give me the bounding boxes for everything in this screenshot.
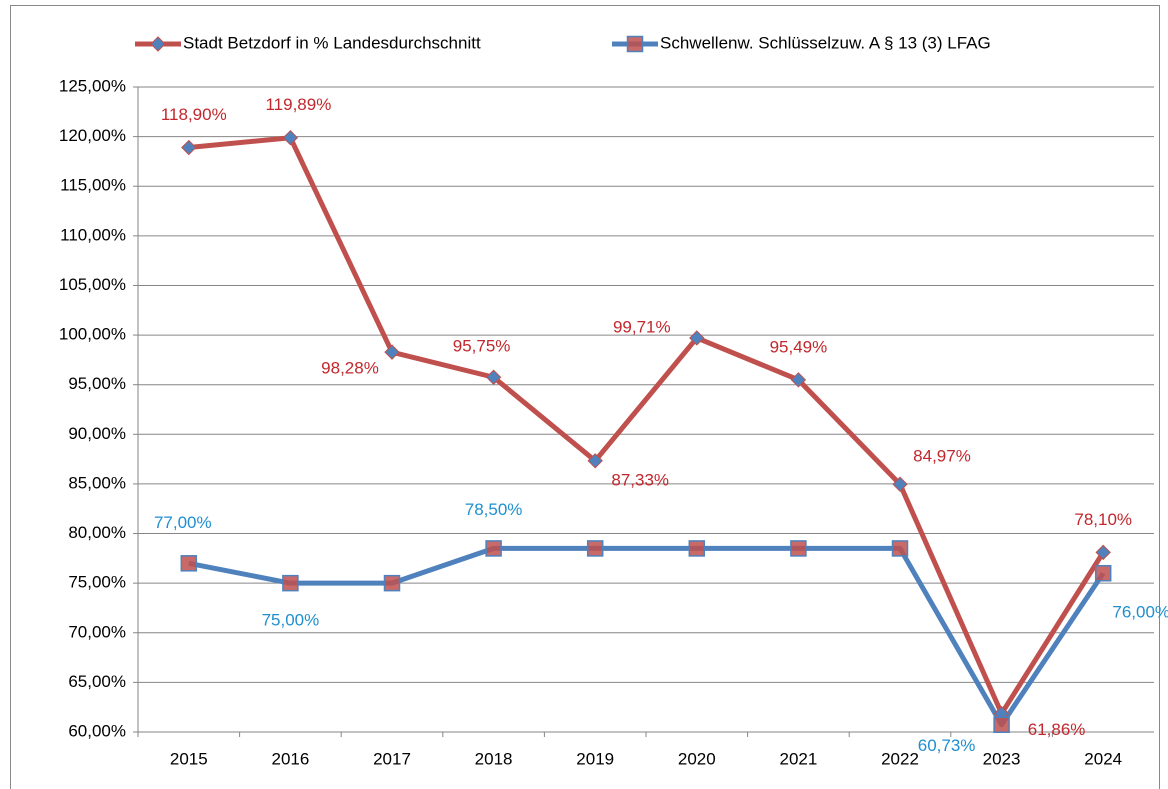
y-tick-label: 105,00% xyxy=(59,275,126,294)
y-tick-label: 70,00% xyxy=(68,622,126,641)
x-tick-label: 2021 xyxy=(779,749,817,768)
point-marker xyxy=(181,139,197,156)
data-label: 98,28% xyxy=(321,359,379,378)
y-tick-label: 100,00% xyxy=(59,325,126,344)
data-label: 61,86% xyxy=(1028,720,1086,739)
x-tick-label: 2018 xyxy=(475,749,513,768)
x-tick-label: 2024 xyxy=(1084,749,1122,768)
data-label: 76,00% xyxy=(1112,603,1168,622)
point-marker xyxy=(689,330,705,346)
data-label: 95,75% xyxy=(453,337,511,356)
data-label: 119,89% xyxy=(265,95,331,114)
point-marker xyxy=(383,574,401,592)
point-marker xyxy=(626,35,644,53)
data-label: 75,00% xyxy=(262,611,320,630)
data-label: 99,71% xyxy=(613,317,671,336)
x-tick-label: 2019 xyxy=(576,749,614,768)
point-marker xyxy=(282,574,299,592)
x-tick-label: 2023 xyxy=(983,749,1021,768)
data-label: 77,00% xyxy=(154,513,212,532)
data-label: 87,33% xyxy=(611,470,669,489)
x-tick-label: 2015 xyxy=(170,749,208,768)
y-tick-label: 95,00% xyxy=(68,374,126,393)
y-tick-label: 60,00% xyxy=(68,721,126,740)
point-marker xyxy=(790,372,807,388)
point-marker xyxy=(892,476,908,492)
point-marker xyxy=(282,129,299,146)
y-tick-label: 75,00% xyxy=(68,573,126,592)
point-marker xyxy=(384,344,400,360)
y-tick-label: 110,00% xyxy=(60,225,126,244)
x-tick-label: 2017 xyxy=(373,749,411,768)
point-marker xyxy=(993,716,1010,734)
point-marker xyxy=(586,540,604,557)
data-label: 84,97% xyxy=(913,447,971,466)
chart-frame xyxy=(10,5,1160,789)
y-tick-label: 90,00% xyxy=(68,424,126,443)
y-tick-label: 125,00% xyxy=(59,76,126,95)
data-label: 95,49% xyxy=(770,337,828,356)
point-marker xyxy=(688,540,706,557)
y-tick-label: 115,00% xyxy=(60,176,126,195)
y-tick-label: 120,00% xyxy=(59,126,126,145)
x-tick-label: 2016 xyxy=(271,749,309,768)
point-marker xyxy=(790,540,807,557)
x-tick-label: 2022 xyxy=(881,749,919,768)
point-marker xyxy=(1094,564,1112,582)
data-label: 118,90% xyxy=(161,105,227,124)
y-tick-label: 80,00% xyxy=(68,523,126,542)
data-label: 60,73% xyxy=(918,736,976,755)
point-marker xyxy=(587,453,603,469)
legend-label: Schwellenw. Schlüsselzuw. A § 13 (3) LFA… xyxy=(660,33,991,52)
point-marker xyxy=(485,540,502,557)
point-marker xyxy=(180,555,198,572)
series-line xyxy=(188,135,1106,717)
series-line xyxy=(188,545,1106,728)
legend-label: Stadt Betzdorf in % Landesdurchschnitt xyxy=(183,33,481,52)
data-label: 78,50% xyxy=(465,500,523,519)
point-marker xyxy=(1095,544,1111,561)
data-label: 78,10% xyxy=(1074,510,1132,529)
point-marker xyxy=(891,540,909,557)
point-marker xyxy=(150,36,166,52)
y-tick-label: 65,00% xyxy=(68,672,126,691)
point-marker xyxy=(485,369,502,385)
y-tick-label: 85,00% xyxy=(68,473,126,492)
x-tick-label: 2020 xyxy=(678,749,716,768)
